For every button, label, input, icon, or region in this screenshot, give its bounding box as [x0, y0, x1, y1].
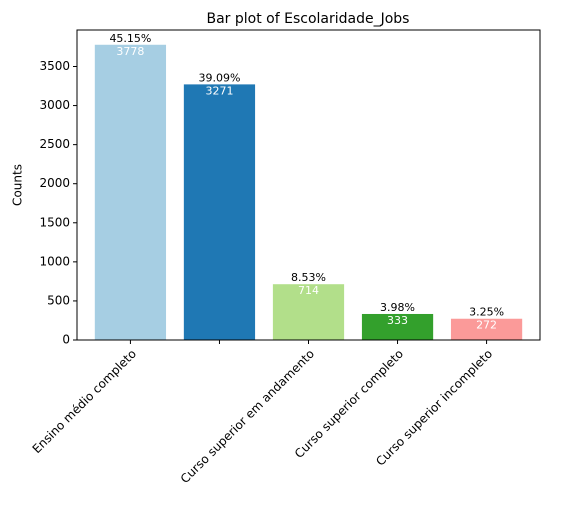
bar [450, 318, 523, 340]
bar [361, 313, 434, 340]
y-tick-label: 1000 [39, 254, 70, 268]
value-label: 714 [298, 284, 319, 297]
value-label: 3778 [116, 45, 144, 58]
percent-label: 8.53% [291, 271, 326, 284]
y-tick-label: 1500 [39, 215, 70, 229]
y-tick-label: 500 [47, 293, 70, 307]
percent-label: 3.25% [469, 306, 504, 319]
bar [94, 44, 167, 340]
x-tick-label: Curso superior em andamento [178, 347, 317, 486]
y-tick-label: 3000 [39, 98, 70, 112]
x-tick-label: Ensino médio completo [30, 347, 139, 456]
y-tick-label: 2500 [39, 137, 70, 151]
value-label: 333 [387, 314, 408, 327]
value-label: 3271 [205, 84, 233, 97]
chart-title: Bar plot of Escolaridade_Jobs [207, 11, 410, 27]
value-label: 272 [476, 319, 497, 332]
y-tick-label: 0 [62, 333, 70, 347]
percent-label: 39.09% [198, 71, 240, 84]
y-tick-label: 2000 [39, 176, 70, 190]
bar [183, 84, 256, 341]
y-tick-label: 3500 [39, 59, 70, 73]
percent-label: 3.98% [380, 301, 415, 314]
percent-label: 45.15% [109, 32, 151, 45]
y-axis-label: Counts [11, 164, 25, 206]
axes-frame [76, 29, 541, 341]
bar [272, 284, 345, 340]
